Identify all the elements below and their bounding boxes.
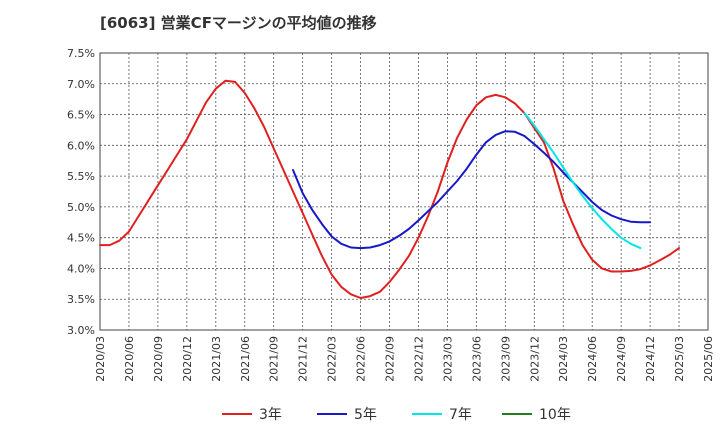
x-tick-label: 2021/03 [210, 336, 223, 382]
y-tick-label: 6.5% [67, 109, 95, 122]
series-lines [99, 79, 680, 299]
y-tick-label: 7.5% [67, 47, 95, 60]
y-tick-label: 3.0% [67, 324, 95, 337]
x-tick-label: 2020/09 [152, 336, 165, 382]
legend: 3年 5年 7年 10年 [222, 407, 571, 423]
x-tick-label: 2021/06 [239, 336, 252, 382]
y-tick-label: 4.5% [67, 232, 95, 245]
x-tick-label: 2023/12 [528, 336, 541, 382]
y-tick-label: 6.0% [67, 139, 95, 152]
x-tick-label: 2022/12 [412, 336, 425, 382]
x-tick-label: 2022/09 [384, 336, 397, 382]
x-tick-label: 2023/09 [499, 336, 512, 382]
x-tick-label: 2024/06 [586, 336, 599, 382]
x-tick-label: 2024/12 [644, 336, 657, 382]
chart-title: [6063] 営業CFマージンの平均値の推移 [100, 14, 377, 32]
y-tick-label: 3.5% [67, 293, 95, 306]
x-tick-label: 2025/03 [673, 336, 686, 382]
series-line [99, 79, 680, 299]
x-tick-label: 2024/09 [615, 336, 628, 382]
legend-label: 5年 [354, 407, 377, 423]
y-tick-label: 7.0% [67, 78, 95, 91]
x-tick-label: 2020/03 [94, 336, 107, 382]
series-line [292, 130, 652, 250]
x-tick-label: 2021/12 [297, 336, 310, 382]
plot-area [100, 53, 708, 330]
y-axis-ticks: 7.5% 7.0% 6.5% 6.0% 5.5% 5.0% 4.5% 4.0% 3.5% 3.0% [67, 47, 95, 337]
x-axis-ticks: 2020/03 2020/06 2020/09 2020/12 2021/03 2021/… [94, 336, 715, 382]
x-tick-label: 2023/06 [470, 336, 483, 382]
x-tick-label: 2025/06 [702, 336, 715, 382]
series-line [523, 112, 642, 250]
x-tick-label: 2022/03 [326, 336, 339, 382]
plot-frame [99, 52, 709, 331]
y-tick-label: 4.0% [67, 262, 95, 275]
x-tick-label: 2020/12 [181, 336, 194, 382]
y-tick-label: 5.0% [67, 201, 95, 214]
x-tick-label: 2022/06 [355, 336, 368, 382]
x-tick-label: 2024/03 [557, 336, 570, 382]
legend-label: 7年 [449, 407, 472, 423]
legend-label: 3年 [259, 407, 282, 423]
y-tick-label: 5.5% [67, 170, 95, 183]
x-tick-label: 2023/03 [441, 336, 454, 382]
legend-label: 10年 [539, 407, 571, 423]
x-tick-label: 2021/09 [268, 336, 281, 382]
x-tick-label: 2020/06 [123, 336, 136, 382]
